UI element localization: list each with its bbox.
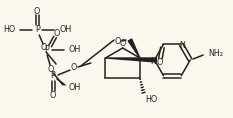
Text: N: N [151, 57, 156, 65]
Text: P: P [35, 25, 40, 34]
Text: O: O [115, 36, 121, 46]
Text: O: O [50, 91, 56, 99]
Text: P: P [51, 72, 55, 80]
Text: O: O [41, 44, 47, 53]
Text: O: O [71, 63, 77, 72]
Text: NH₂: NH₂ [208, 48, 223, 57]
Text: HO: HO [3, 25, 15, 34]
Text: P: P [45, 46, 49, 55]
Text: O: O [54, 29, 60, 38]
Polygon shape [128, 39, 140, 58]
Text: O: O [156, 58, 163, 67]
Text: OH: OH [69, 82, 81, 91]
Text: O: O [34, 6, 40, 15]
Text: O: O [120, 40, 126, 48]
Text: HO: HO [145, 95, 157, 105]
Text: OH: OH [59, 25, 71, 34]
Text: O: O [48, 65, 54, 74]
Text: OH: OH [69, 46, 81, 55]
Text: N: N [179, 41, 185, 50]
Polygon shape [106, 58, 157, 62]
